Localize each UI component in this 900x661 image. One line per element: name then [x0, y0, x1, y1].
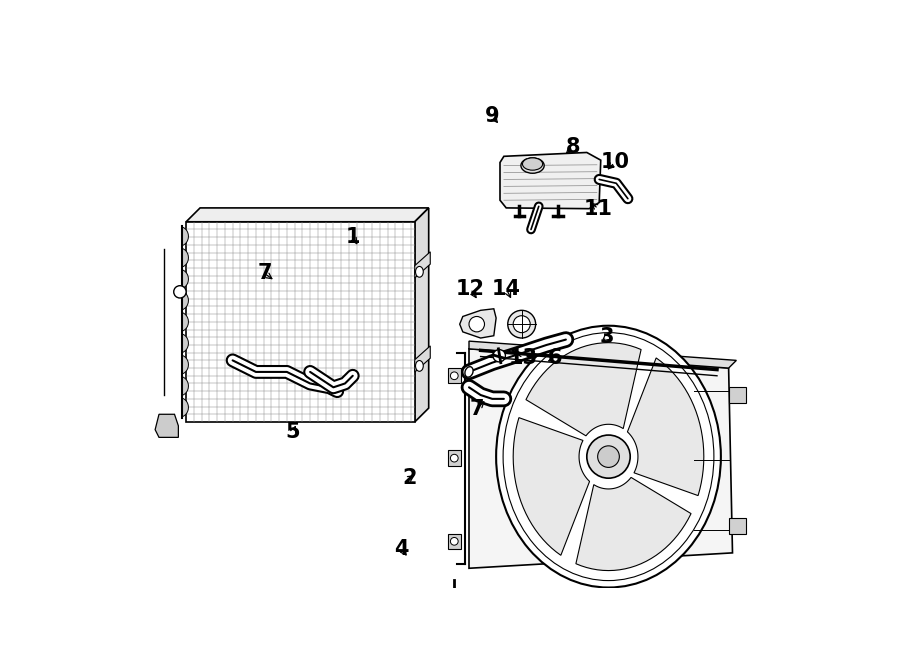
- Polygon shape: [415, 208, 428, 422]
- Polygon shape: [469, 341, 736, 368]
- Ellipse shape: [416, 266, 423, 277]
- Text: 6: 6: [548, 348, 562, 368]
- Circle shape: [450, 372, 458, 379]
- Ellipse shape: [465, 367, 473, 377]
- Polygon shape: [526, 342, 641, 436]
- Ellipse shape: [416, 360, 423, 371]
- Text: 8: 8: [565, 137, 581, 157]
- Polygon shape: [182, 355, 188, 374]
- Ellipse shape: [523, 158, 543, 170]
- Polygon shape: [729, 518, 746, 533]
- Polygon shape: [500, 153, 601, 209]
- Polygon shape: [448, 450, 461, 466]
- Polygon shape: [186, 208, 428, 222]
- Text: 5: 5: [286, 422, 301, 442]
- Circle shape: [508, 310, 536, 338]
- Polygon shape: [415, 346, 430, 372]
- Text: 2: 2: [403, 468, 418, 488]
- Polygon shape: [513, 418, 590, 555]
- Polygon shape: [469, 349, 733, 568]
- Polygon shape: [182, 398, 188, 417]
- Circle shape: [513, 316, 530, 332]
- Text: 14: 14: [491, 279, 521, 299]
- Circle shape: [469, 317, 484, 332]
- Polygon shape: [415, 252, 430, 278]
- Ellipse shape: [521, 158, 544, 173]
- Circle shape: [174, 286, 186, 298]
- Polygon shape: [182, 291, 188, 310]
- Text: 3: 3: [599, 327, 614, 347]
- Circle shape: [587, 435, 630, 478]
- Text: 9: 9: [485, 106, 500, 126]
- Text: 10: 10: [600, 153, 629, 173]
- Ellipse shape: [503, 332, 714, 580]
- Ellipse shape: [496, 326, 721, 588]
- Polygon shape: [186, 222, 415, 422]
- Text: 7: 7: [470, 399, 484, 419]
- Polygon shape: [729, 387, 746, 403]
- Polygon shape: [460, 309, 496, 338]
- Polygon shape: [627, 358, 704, 496]
- Polygon shape: [448, 368, 461, 383]
- Circle shape: [493, 350, 506, 362]
- Text: 12: 12: [456, 279, 485, 299]
- Text: 1: 1: [346, 227, 360, 247]
- Text: 4: 4: [394, 539, 409, 559]
- Circle shape: [450, 537, 458, 545]
- Polygon shape: [448, 533, 461, 549]
- Polygon shape: [182, 334, 188, 353]
- Circle shape: [450, 454, 458, 462]
- Text: 7: 7: [257, 263, 272, 284]
- Polygon shape: [576, 477, 691, 570]
- Text: 13: 13: [508, 348, 538, 368]
- Polygon shape: [182, 227, 188, 246]
- Circle shape: [598, 446, 619, 467]
- Polygon shape: [182, 312, 188, 332]
- Text: 11: 11: [584, 199, 613, 219]
- Polygon shape: [182, 376, 188, 396]
- Polygon shape: [155, 414, 178, 438]
- Polygon shape: [182, 248, 188, 267]
- Polygon shape: [182, 270, 188, 289]
